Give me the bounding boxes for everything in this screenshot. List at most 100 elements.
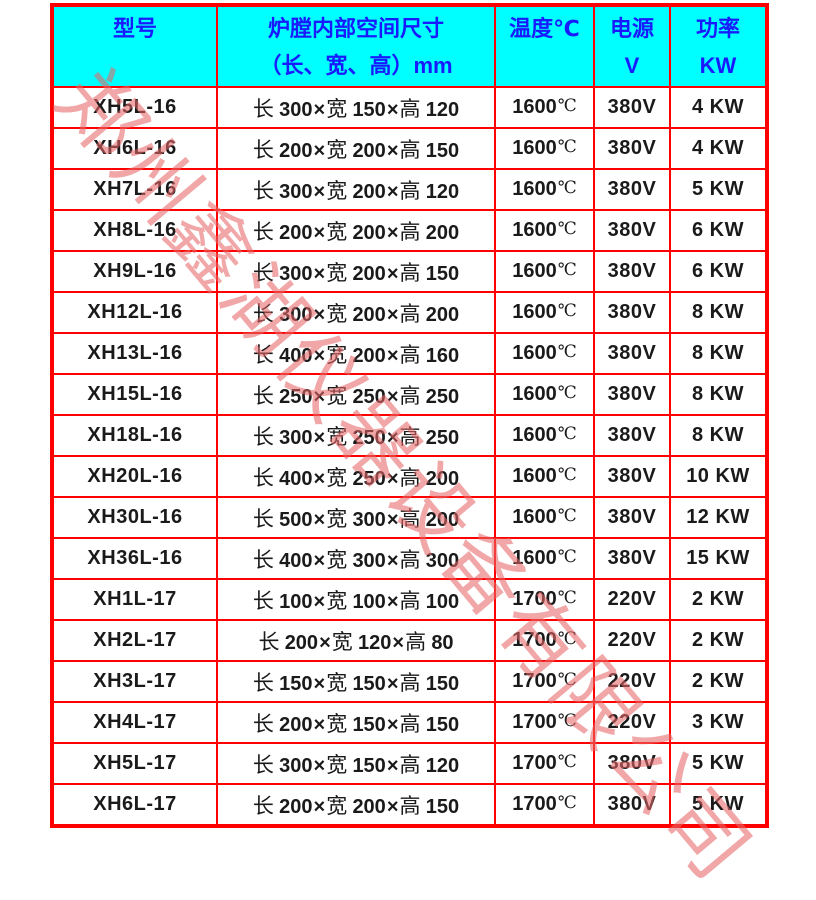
cell-power: 8 KW bbox=[669, 291, 768, 334]
header-power: 功率 KW bbox=[669, 4, 768, 88]
cell-dimensions: 长 500×宽 300×高 200 bbox=[216, 496, 496, 539]
header-power-line2: KW bbox=[699, 52, 737, 78]
cell-temperature: 1600℃ bbox=[494, 250, 595, 293]
cell-dimensions: 长 300×宽 250×高 250 bbox=[216, 414, 496, 457]
cell-dimensions: 长 300×宽 200×高 120 bbox=[216, 168, 496, 211]
cell-model: XH9L-16 bbox=[51, 250, 218, 293]
cell-model: XH8L-16 bbox=[51, 209, 218, 252]
table-row: XH5L-16 长 300×宽 150×高 120 1600℃ 380V 4 K… bbox=[51, 86, 768, 129]
cell-model: XH6L-16 bbox=[51, 127, 218, 170]
cell-temperature: 1600℃ bbox=[494, 414, 595, 457]
cell-voltage: 380V bbox=[593, 742, 671, 785]
cell-model: XH2L-17 bbox=[51, 619, 218, 662]
table-row: XH8L-16 长 200×宽 200×高 200 1600℃ 380V 6 K… bbox=[51, 209, 768, 252]
cell-temperature: 1600℃ bbox=[494, 496, 595, 539]
table-row: XH7L-16 长 300×宽 200×高 120 1600℃ 380V 5 K… bbox=[51, 168, 768, 211]
cell-temperature: 1600℃ bbox=[494, 209, 595, 252]
cell-temperature: 1700℃ bbox=[494, 660, 595, 703]
table-row: XH12L-16 长 300×宽 200×高 200 1600℃ 380V 8 … bbox=[51, 291, 768, 334]
header-voltage-line2: V bbox=[624, 52, 640, 78]
table-row: XH6L-16 长 200×宽 200×高 150 1600℃ 380V 4 K… bbox=[51, 127, 768, 170]
cell-dimensions: 长 250×宽 250×高 250 bbox=[216, 373, 496, 416]
cell-power: 4 KW bbox=[669, 86, 768, 129]
cell-model: XH7L-16 bbox=[51, 168, 218, 211]
cell-voltage: 380V bbox=[593, 127, 671, 170]
table-row: XH2L-17 长 200×宽 120×高 80 1700℃ 220V 2 KW bbox=[51, 619, 768, 662]
header-temperature-line1: 温度℃ bbox=[509, 15, 580, 41]
cell-temperature: 1600℃ bbox=[494, 86, 595, 129]
cell-dimensions: 长 200×宽 200×高 150 bbox=[216, 127, 496, 170]
cell-power: 10 KW bbox=[669, 455, 768, 498]
cell-dimensions: 长 200×宽 120×高 80 bbox=[216, 619, 496, 662]
header-row: 型号 炉膛内部空间尺寸 （长、宽、高）mm 温度℃ 电源 V 功率 KW bbox=[51, 4, 768, 88]
cell-power: 5 KW bbox=[669, 742, 768, 785]
cell-voltage: 380V bbox=[593, 373, 671, 416]
cell-model: XH5L-17 bbox=[51, 742, 218, 785]
cell-dimensions: 长 200×宽 150×高 150 bbox=[216, 701, 496, 744]
table-row: XH1L-17 长 100×宽 100×高 100 1700℃ 220V 2 K… bbox=[51, 578, 768, 621]
header-dimensions: 炉膛内部空间尺寸 （长、宽、高）mm bbox=[216, 4, 496, 88]
table-row: XH5L-17 长 300×宽 150×高 120 1700℃ 380V 5 K… bbox=[51, 742, 768, 785]
cell-voltage: 380V bbox=[593, 168, 671, 211]
cell-model: XH36L-16 bbox=[51, 537, 218, 580]
cell-temperature: 1700℃ bbox=[494, 701, 595, 744]
table-row: XH36L-16 长 400×宽 300×高 300 1600℃ 380V 15… bbox=[51, 537, 768, 580]
cell-voltage: 380V bbox=[593, 537, 671, 580]
table-row: XH15L-16 长 250×宽 250×高 250 1600℃ 380V 8 … bbox=[51, 373, 768, 416]
header-dimensions-line1: 炉膛内部空间尺寸 bbox=[267, 15, 444, 41]
header-power-line1: 功率 bbox=[695, 15, 740, 41]
cell-temperature: 1600℃ bbox=[494, 168, 595, 211]
cell-voltage: 220V bbox=[593, 578, 671, 621]
cell-temperature: 1700℃ bbox=[494, 619, 595, 662]
header-temperature-line2 bbox=[497, 47, 592, 84]
cell-model: XH13L-16 bbox=[51, 332, 218, 375]
table-row: XH13L-16 长 400×宽 200×高 160 1600℃ 380V 8 … bbox=[51, 332, 768, 375]
cell-model: XH5L-16 bbox=[51, 86, 218, 129]
cell-dimensions: 长 300×宽 150×高 120 bbox=[216, 742, 496, 785]
furnace-spec-table: 型号 炉膛内部空间尺寸 （长、宽、高）mm 温度℃ 电源 V 功率 KW XH5… bbox=[50, 3, 769, 828]
table-row: XH4L-17 长 200×宽 150×高 150 1700℃ 220V 3 K… bbox=[51, 701, 768, 744]
cell-power: 4 KW bbox=[669, 127, 768, 170]
cell-dimensions: 长 300×宽 200×高 150 bbox=[216, 250, 496, 293]
cell-voltage: 380V bbox=[593, 86, 671, 129]
cell-dimensions: 长 100×宽 100×高 100 bbox=[216, 578, 496, 621]
cell-voltage: 380V bbox=[593, 250, 671, 293]
cell-dimensions: 长 200×宽 200×高 200 bbox=[216, 209, 496, 252]
header-voltage-line1: 电源 bbox=[609, 15, 654, 41]
table-row: XH9L-16 长 300×宽 200×高 150 1600℃ 380V 6 K… bbox=[51, 250, 768, 293]
cell-voltage: 380V bbox=[593, 783, 671, 827]
cell-power: 8 KW bbox=[669, 332, 768, 375]
cell-temperature: 1700℃ bbox=[494, 578, 595, 621]
cell-voltage: 220V bbox=[593, 660, 671, 703]
cell-power: 3 KW bbox=[669, 701, 768, 744]
header-dimensions-line2: （长、宽、高）mm bbox=[259, 52, 453, 78]
header-model: 型号 bbox=[51, 4, 218, 88]
cell-model: XH6L-17 bbox=[51, 783, 218, 827]
cell-temperature: 1700℃ bbox=[494, 742, 595, 785]
cell-power: 2 KW bbox=[669, 660, 768, 703]
header-model-line1: 型号 bbox=[112, 15, 157, 41]
cell-temperature: 1600℃ bbox=[494, 537, 595, 580]
cell-power: 12 KW bbox=[669, 496, 768, 539]
cell-power: 5 KW bbox=[669, 168, 768, 211]
cell-dimensions: 长 400×宽 200×高 160 bbox=[216, 332, 496, 375]
cell-model: XH12L-16 bbox=[51, 291, 218, 334]
cell-dimensions: 长 400×宽 300×高 300 bbox=[216, 537, 496, 580]
cell-dimensions: 长 300×宽 200×高 200 bbox=[216, 291, 496, 334]
cell-dimensions: 长 400×宽 250×高 200 bbox=[216, 455, 496, 498]
cell-power: 6 KW bbox=[669, 209, 768, 252]
cell-voltage: 380V bbox=[593, 496, 671, 539]
cell-power: 5 KW bbox=[669, 783, 768, 827]
cell-temperature: 1600℃ bbox=[494, 127, 595, 170]
table-row: XH3L-17 长 150×宽 150×高 150 1700℃ 220V 2 K… bbox=[51, 660, 768, 703]
cell-temperature: 1600℃ bbox=[494, 455, 595, 498]
cell-power: 2 KW bbox=[669, 578, 768, 621]
table-row: XH6L-17 长 200×宽 200×高 150 1700℃ 380V 5 K… bbox=[51, 783, 768, 827]
cell-power: 6 KW bbox=[669, 250, 768, 293]
header-temperature: 温度℃ bbox=[494, 4, 595, 88]
cell-model: XH15L-16 bbox=[51, 373, 218, 416]
table-row: XH30L-16 长 500×宽 300×高 200 1600℃ 380V 12… bbox=[51, 496, 768, 539]
table-body: XH5L-16 长 300×宽 150×高 120 1600℃ 380V 4 K… bbox=[51, 86, 768, 827]
table-header: 型号 炉膛内部空间尺寸 （长、宽、高）mm 温度℃ 电源 V 功率 KW bbox=[51, 4, 768, 88]
cell-model: XH18L-16 bbox=[51, 414, 218, 457]
